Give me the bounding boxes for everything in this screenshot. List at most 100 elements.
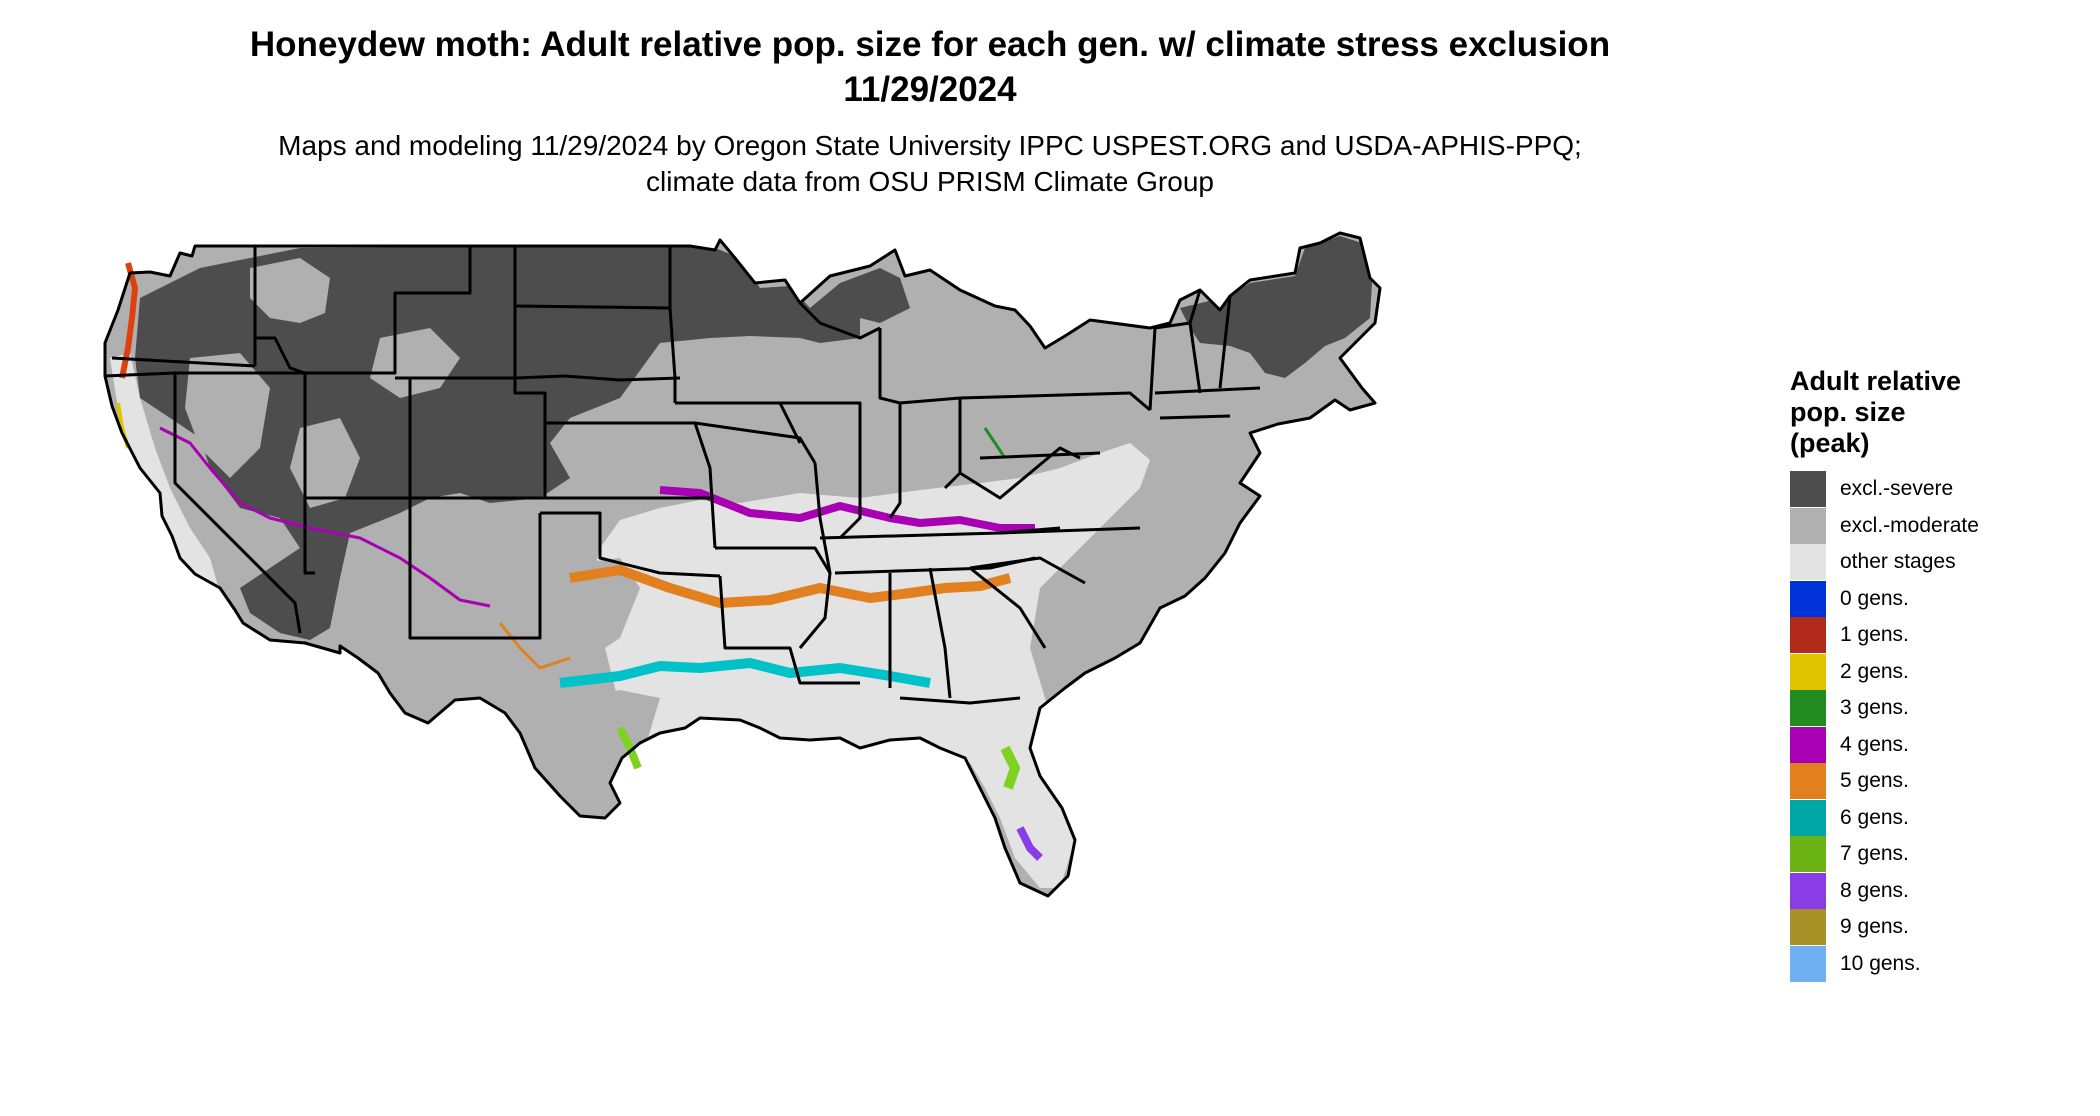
map-subtitle: Maps and modeling 11/29/2024 by Oregon S…	[278, 130, 1582, 197]
map-title: Honeydew moth: Adult relative pop. size …	[249, 25, 1611, 109]
border-ny-vt-nh	[1148, 289, 1202, 411]
border-pa-ny	[959, 391, 1151, 412]
border-ma	[1154, 386, 1261, 395]
border-az-nm	[408, 498, 435, 640]
border-ca-nv	[173, 373, 302, 634]
band-4-gens-west	[159, 426, 491, 608]
legend-label: 2 gens.	[1840, 659, 1909, 683]
legend-label: excl.-moderate	[1840, 513, 1979, 537]
band-6-gens	[559, 658, 931, 688]
border-ct-ri	[1159, 414, 1231, 420]
band-5-gens	[569, 565, 1012, 608]
border-mississippi	[798, 462, 832, 649]
border-mi-peninsula	[878, 328, 961, 405]
border-al-ga	[928, 567, 952, 699]
border-pa-md	[979, 451, 1101, 460]
band-8-gens-florida	[1016, 826, 1043, 861]
border-in-oh	[888, 403, 902, 519]
border-nh-me	[1218, 295, 1232, 389]
legend-label: 8 gens.	[1840, 878, 1909, 902]
border-wa-or	[111, 356, 256, 368]
state-borders	[103, 231, 1382, 898]
border-mo-ks	[693, 422, 717, 549]
border-co-ks-nm	[410, 378, 547, 500]
band-5-gens-west	[498, 622, 571, 670]
legend-swatch	[1790, 690, 1826, 727]
border-sd-ne	[514, 374, 681, 382]
border-wv-va	[959, 446, 1081, 500]
legend-label: 9 gens.	[1840, 915, 1909, 939]
legend-item: 4 gens.	[1790, 726, 2080, 764]
legend-items: excl.-severe excl.-moderate other stages…	[1790, 471, 2080, 982]
border-nv-ut	[303, 373, 315, 575]
legend-swatch	[1790, 617, 1826, 654]
map-body	[103, 231, 1382, 898]
legend-swatch	[1790, 507, 1826, 544]
legend-label: 6 gens.	[1840, 805, 1909, 829]
legend-item: other stages	[1790, 544, 2080, 581]
legend-label: 0 gens.	[1840, 586, 1909, 610]
us-map	[103, 231, 1382, 898]
legend-item: excl.-moderate	[1790, 507, 2080, 545]
border-il-in	[838, 403, 862, 540]
legend-swatch	[1790, 653, 1826, 690]
legend-label: 7 gens.	[1840, 842, 1909, 866]
title-block: Honeydew moth: Adult relative pop. size …	[240, 22, 1620, 200]
border-mo-ar	[715, 546, 832, 574]
legend-swatch	[1790, 471, 1826, 508]
legend-swatch	[1790, 909, 1826, 946]
border-dak-mn	[668, 246, 677, 403]
legend-swatch	[1790, 580, 1826, 617]
legend-label: 5 gens.	[1840, 769, 1909, 793]
legend-swatch	[1790, 799, 1826, 836]
legend-item: 5 gens.	[1790, 763, 2080, 800]
legend-label: other stages	[1840, 550, 1956, 574]
legend-item: 3 gens.	[1790, 690, 2080, 727]
legend-item: 10 gens.	[1790, 945, 2080, 983]
legend-swatch	[1790, 544, 1826, 581]
band-7-gens-florida	[1000, 745, 1020, 790]
legend-label: 4 gens.	[1840, 732, 1909, 756]
legend-item: excl.-severe	[1790, 471, 2080, 508]
legend-label: excl.-severe	[1840, 477, 1954, 501]
legend-swatch	[1790, 726, 1826, 763]
border-wi-mi	[798, 301, 881, 340]
moderate-patch-wyoming	[370, 328, 460, 398]
legend-swatch	[1790, 945, 1826, 982]
border-ar-la-ms	[718, 575, 860, 685]
legend-item: 8 gens.	[1790, 872, 2080, 910]
border-ga-fl	[899, 696, 1021, 705]
border-vt-nh	[1188, 322, 1202, 394]
border-nd-sd	[514, 304, 671, 310]
legend-label: 10 gens.	[1840, 951, 1921, 975]
band-7-gens-texas	[616, 726, 642, 770]
other-stages-california-coast	[110, 353, 220, 593]
border-va-nc	[999, 526, 1141, 535]
severe-exclusion-northeast	[1180, 236, 1372, 378]
generation-bands	[116, 262, 1043, 861]
legend-swatch	[1790, 836, 1826, 873]
border-ga-sc	[969, 566, 1047, 649]
border-nm-tx	[435, 513, 542, 640]
severe-exclusion-region	[135, 246, 910, 640]
band-3-gens	[983, 427, 1007, 459]
moderate-patch-idaho	[250, 258, 330, 323]
legend-item: 9 gens.	[1790, 909, 2080, 946]
legend-item: 6 gens.	[1790, 799, 2080, 837]
border-ok-tx	[540, 511, 721, 578]
legend-item: 2 gens.	[1790, 653, 2080, 691]
legend-swatch	[1790, 763, 1826, 800]
legend-label: 1 gens.	[1840, 623, 1909, 647]
border-id-ut-wy	[305, 246, 472, 375]
legend-swatch	[1790, 872, 1826, 909]
moderate-texas-south	[555, 690, 660, 808]
legend-item: 1 gens.	[1790, 617, 2080, 654]
band-4-gens-central	[659, 486, 1035, 532]
border-ia-mo	[694, 421, 817, 464]
legend-label: 3 gens.	[1840, 696, 1909, 720]
moderate-patch-nevada	[185, 353, 270, 478]
map-legend: Adult relative pop. size (peak) excl.-se…	[1790, 366, 2080, 982]
legend-item: 7 gens.	[1790, 836, 2080, 873]
border-nc-sc	[969, 556, 1086, 585]
moderate-texas-west	[530, 558, 640, 658]
